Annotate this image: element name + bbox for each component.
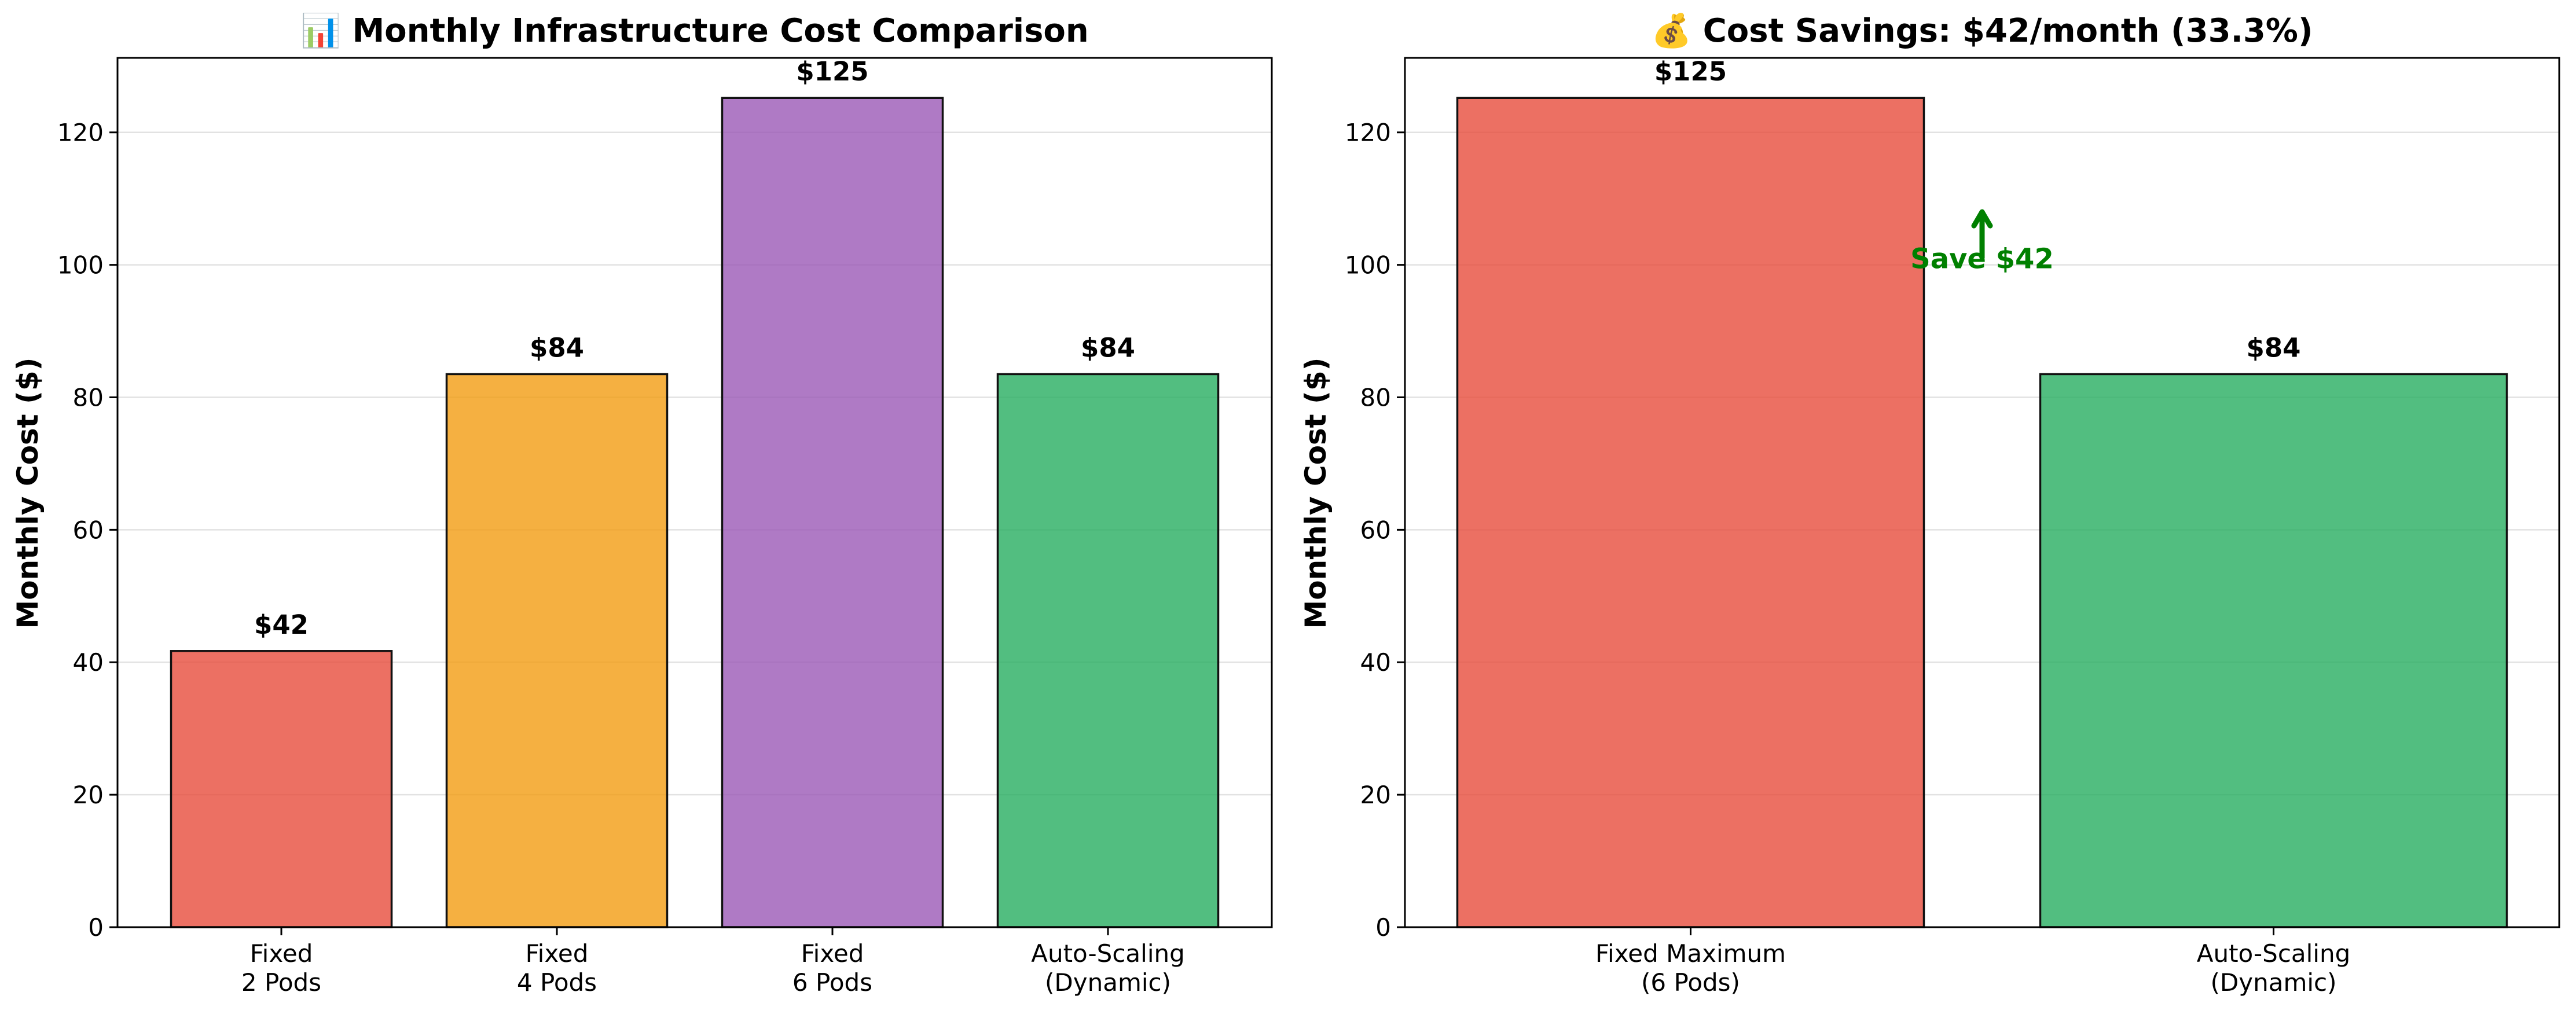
bar (1456, 97, 1925, 928)
bar-value-label: $84 (2247, 332, 2301, 363)
chart-title: 📊 Monthly Infrastructure Cost Comparison (300, 12, 1089, 50)
bar (170, 650, 393, 928)
chart-title: 💰 Cost Savings: $42/month (33.3%) (1651, 12, 2313, 50)
y-tick-label: 20 (1360, 781, 1391, 809)
x-tick-label: Auto-Scaling (1031, 939, 1185, 968)
y-tick-label: 40 (73, 648, 104, 677)
y-tick-label: 100 (1345, 251, 1391, 280)
savings-arrow-head (1971, 209, 1993, 229)
y-tick-label: 20 (73, 781, 104, 809)
y-tick-label: 40 (1360, 648, 1391, 677)
y-tick-label: 80 (1360, 383, 1391, 412)
y-tick-label: 120 (57, 119, 104, 147)
savings-annotation-label: Save $42 (1910, 243, 2054, 275)
cost-savings-panel: 💰 Cost Savings: $42/month (33.3%) Monthl… (1299, 12, 2560, 997)
y-tick-label: 60 (1360, 516, 1391, 544)
x-tick-label: (Dynamic) (1045, 968, 1171, 997)
plot-frame (1404, 57, 2560, 928)
bar (2039, 373, 2508, 928)
y-tick-label: 0 (88, 913, 104, 942)
x-tick-label: Auto-Scaling (2197, 939, 2351, 968)
bar-value-label: $84 (530, 332, 584, 363)
bar-value-label: $125 (796, 56, 868, 87)
x-tick-label: (Dynamic) (2211, 968, 2337, 997)
y-axis-label: Monthly Cost ($) (1299, 358, 1333, 629)
x-tick-label: Fixed (801, 939, 864, 968)
bar (721, 97, 944, 928)
plot-frame (116, 57, 1273, 928)
y-axis-label: Monthly Cost ($) (11, 358, 45, 629)
x-tick-label: Fixed (526, 939, 589, 968)
bar-value-label: $42 (254, 609, 309, 640)
x-tick-label: (6 Pods) (1641, 968, 1740, 997)
x-tick-label: 4 Pods (517, 968, 597, 997)
y-tick-label: 120 (1345, 119, 1391, 147)
x-tick-label: Fixed (250, 939, 313, 968)
bar (445, 373, 669, 928)
x-tick-label: 6 Pods (792, 968, 872, 997)
y-tick-label: 0 (1375, 913, 1391, 942)
cost-comparison-panel: 📊 Monthly Infrastructure Cost Comparison… (11, 12, 1273, 997)
bar (996, 373, 1220, 928)
y-tick-label: 80 (73, 383, 104, 412)
bar-value-label: $125 (1654, 56, 1727, 87)
y-tick-label: 60 (73, 516, 104, 544)
x-tick-label: 2 Pods (241, 968, 321, 997)
y-tick-label: 100 (57, 251, 104, 280)
x-tick-label: Fixed Maximum (1595, 939, 1786, 968)
bar-value-label: $84 (1081, 332, 1135, 363)
